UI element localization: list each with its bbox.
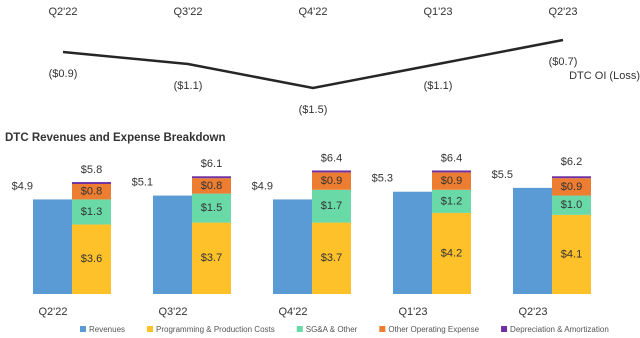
data-label: ($0.7) — [549, 56, 578, 68]
data-label: ($1.1) — [424, 80, 453, 92]
bar — [312, 172, 351, 190]
legend-swatch — [296, 326, 303, 332]
legend-label: SG&A & Other — [306, 325, 358, 334]
total-label: $5.8 — [81, 164, 102, 176]
data-label: $1.0 — [561, 199, 582, 211]
bar — [192, 193, 231, 223]
chart-title: DTC Revenues and Expense Breakdown — [5, 132, 225, 144]
bar — [432, 170, 471, 173]
legend-swatch — [379, 326, 386, 332]
bar — [72, 224, 111, 294]
x-tick-label: Q2'23 — [548, 6, 577, 18]
bar — [552, 195, 591, 215]
bar — [552, 176, 591, 179]
data-label: $1.2 — [441, 195, 462, 207]
bar — [513, 187, 552, 294]
data-label: $4.9 — [12, 180, 33, 192]
data-label: $3.6 — [81, 253, 102, 265]
line-label: DTC OI (Loss) — [569, 70, 640, 82]
x-tick-label: Q2'22 — [48, 6, 77, 18]
legend-swatch — [80, 326, 86, 332]
data-label: $0.8 — [81, 186, 102, 198]
bar — [153, 195, 192, 294]
bar — [192, 222, 231, 294]
bar — [312, 222, 351, 294]
x-tick-label: Q3'22 — [173, 6, 202, 18]
bar — [273, 199, 312, 294]
data-label: $1.5 — [201, 202, 222, 214]
data-label: ($1.5) — [299, 104, 328, 116]
bar — [432, 172, 471, 190]
bar — [72, 183, 111, 200]
data-label: $0.9 — [441, 175, 462, 187]
data-label: $1.3 — [81, 206, 102, 218]
bar — [552, 178, 591, 196]
data-label: $0.9 — [321, 175, 342, 187]
legend-label: Other Operating Expense — [388, 325, 479, 334]
data-label: $5.1 — [132, 176, 153, 188]
legend-label: Revenues — [89, 325, 125, 334]
data-label: $4.9 — [252, 180, 273, 192]
x-tick-label: Q2'23 — [518, 306, 547, 318]
data-label: $0.9 — [561, 181, 582, 193]
bar — [192, 176, 231, 179]
bar — [72, 182, 111, 184]
total-label: $6.4 — [441, 152, 462, 164]
legend-label: Programming & Production Costs — [156, 325, 275, 334]
x-tick-label: Q4'22 — [278, 306, 307, 318]
bar — [432, 189, 471, 213]
bar — [552, 214, 591, 294]
bar — [33, 199, 72, 294]
data-label: $4.2 — [441, 247, 462, 259]
line — [62, 38, 564, 90]
x-tick-label: Q2'22 — [38, 306, 67, 318]
bar — [393, 191, 432, 294]
data-label: ($0.9) — [49, 68, 78, 80]
legend-swatch — [501, 326, 508, 332]
x-tick-label: Q1'23 — [398, 306, 427, 318]
data-label: $3.7 — [201, 252, 222, 264]
bar — [72, 199, 111, 225]
data-label: ($1.1) — [174, 80, 203, 92]
total-label: $6.1 — [201, 158, 222, 170]
data-label: $3.7 — [321, 252, 342, 264]
data-label: $5.3 — [372, 173, 393, 185]
x-tick-label: Q3'22 — [158, 306, 187, 318]
bar — [432, 212, 471, 294]
legend-swatch — [147, 326, 154, 332]
x-tick-label: Q4'22 — [298, 6, 327, 18]
bar — [192, 178, 231, 194]
data-label: $5.5 — [492, 169, 513, 181]
data-label: $0.8 — [201, 180, 222, 192]
bar — [312, 170, 351, 173]
data-label: $1.7 — [321, 200, 342, 212]
total-label: $6.2 — [561, 156, 582, 168]
data-label: $4.1 — [561, 248, 582, 260]
bar — [312, 189, 351, 223]
legend-label: Depreciation & Amortization — [510, 325, 609, 334]
total-label: $6.4 — [321, 152, 342, 164]
x-tick-label: Q1'23 — [423, 6, 452, 18]
